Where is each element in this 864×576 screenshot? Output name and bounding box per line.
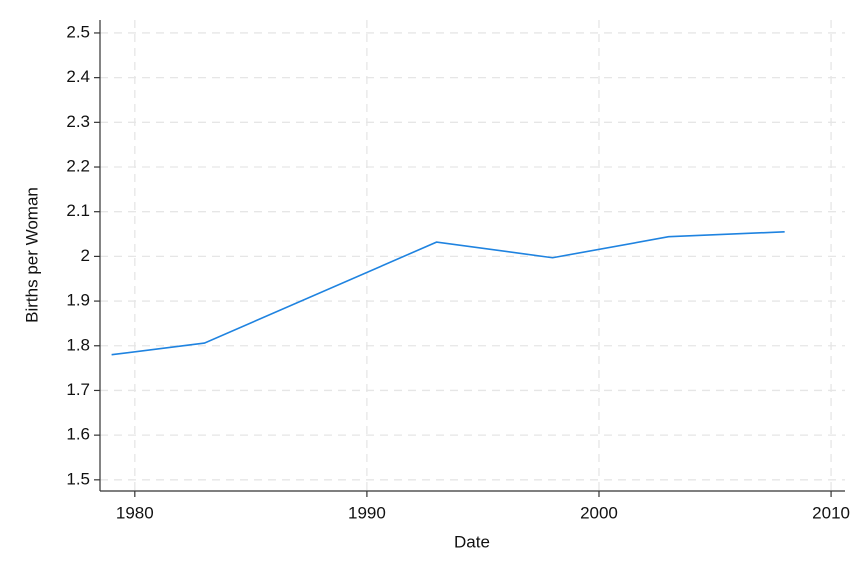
- x-tick-label: 1990: [348, 503, 386, 522]
- x-axis-label: Date: [454, 532, 490, 551]
- y-tick-label: 1.9: [66, 291, 90, 310]
- y-tick-label: 2.2: [66, 157, 90, 176]
- y-axis-label: Births per Woman: [22, 187, 41, 323]
- line-series: [111, 231, 785, 356]
- y-tick-label: 2: [81, 246, 90, 265]
- x-tick-label: 2000: [580, 503, 618, 522]
- y-tick-label: 1.8: [66, 335, 90, 354]
- x-tick-label: 1980: [116, 503, 154, 522]
- y-tick-label: 2.5: [66, 22, 90, 41]
- y-tick-label: 1.7: [66, 380, 90, 399]
- y-tick-label: 2.4: [66, 67, 90, 86]
- y-tick-label: 2.3: [66, 112, 90, 131]
- y-tick-label: 1.6: [66, 425, 90, 444]
- x-tick-label: 2010: [812, 503, 850, 522]
- y-tick-label: 2.1: [66, 201, 90, 220]
- y-tick-label: 1.5: [66, 469, 90, 488]
